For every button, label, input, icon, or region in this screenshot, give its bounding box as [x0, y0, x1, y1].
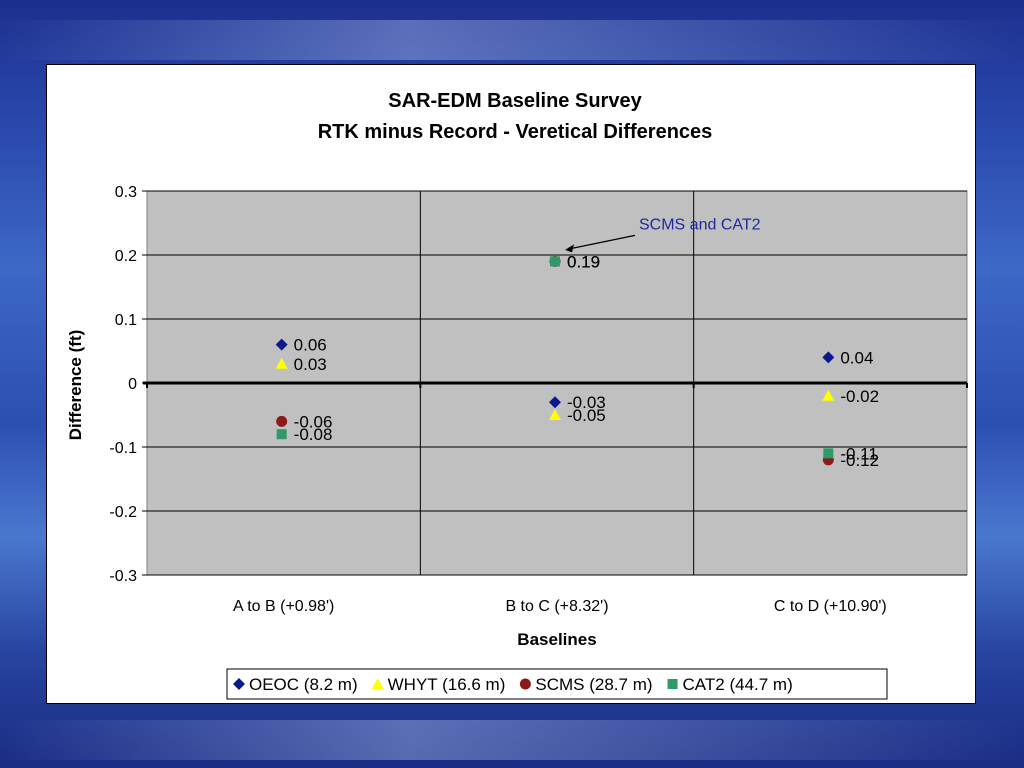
circle-data-label: -0.12 [840, 451, 879, 470]
diamond-data-point [549, 396, 561, 409]
legend-entry-label: CAT2 (44.7 m) [683, 675, 793, 694]
circle-data-label: 0.19 [567, 252, 600, 271]
background-streak [0, 20, 1024, 60]
y-tick-label: -0.2 [109, 504, 137, 521]
square-data-label: -0.11 [840, 444, 878, 463]
legend-entry-label: SCMS (28.7 m) [535, 675, 652, 694]
annotation-label: SCMS and CAT2 [639, 216, 761, 233]
square-data-label: -0.08 [294, 425, 333, 444]
triangle-data-label: 0.03 [294, 355, 327, 374]
diamond-data-point [822, 351, 835, 364]
diamond-data-point [275, 338, 288, 351]
legend-square-marker [667, 679, 678, 689]
x-category-label: C to D (+10.90') [774, 598, 887, 615]
annotation-arrow-line [566, 234, 636, 251]
y-tick-label: -0.1 [109, 440, 137, 457]
x-category-label: B to C (+8.32') [505, 598, 608, 615]
legend-entry-label: OEOC (8.2 m) [249, 675, 358, 694]
triangle-data-point [275, 357, 288, 369]
y-tick-label: -0.3 [109, 568, 137, 585]
legend-entry-label: WHYT (16.6 m) [388, 675, 506, 694]
legend-diamond-marker [233, 678, 245, 690]
y-tick-label: 0.1 [115, 312, 137, 329]
legend-triangle-marker [371, 678, 384, 689]
legend-box [226, 668, 888, 700]
chart-title: SAR-EDM Baseline Survey [388, 90, 642, 112]
chart-panel: SAR-EDM Baseline Survey RTK minus Record… [46, 64, 976, 704]
triangle-data-label: -0.02 [840, 387, 879, 406]
annotation-arrow-head [565, 244, 574, 253]
circle-data-label: -0.06 [294, 412, 333, 431]
legend-circle-marker [519, 678, 531, 690]
x-axis-title: Baselines [517, 630, 596, 649]
diamond-data-label: -0.03 [567, 393, 606, 412]
square-data-label: 0.19 [567, 252, 600, 271]
y-tick-label: 0.2 [115, 248, 137, 265]
plot-area-group: 0.3 0.2 0.1 0 -0.1 -0.2 -0.3 A to B (+0.98') B t… [109, 184, 968, 615]
diamond-data-label: 0.04 [840, 348, 873, 367]
y-tick-label: 0 [128, 376, 137, 393]
legend: OEOC (8.2 m) WHYT (16.6 m) SCMS (28.7 m) CA… [226, 668, 888, 700]
background-streak [0, 720, 1024, 760]
y-axis-title: Difference (ft) [66, 330, 85, 441]
chart-subtitle: RTK minus Record - Veretical Differences [318, 121, 713, 143]
triangle-data-point [549, 409, 561, 420]
square-data-point [276, 429, 287, 440]
square-data-point [550, 256, 560, 267]
triangle-data-label: -0.05 [567, 406, 606, 425]
scatter-chart: SAR-EDM Baseline Survey RTK minus Record… [66, 90, 968, 700]
triangle-data-point [822, 389, 835, 401]
diamond-data-label: 0.06 [294, 336, 327, 355]
square-data-point [823, 448, 834, 459]
x-category-label: A to B (+0.98') [233, 598, 334, 615]
y-tick-label: 0.3 [115, 184, 137, 201]
circle-data-point [276, 415, 288, 427]
